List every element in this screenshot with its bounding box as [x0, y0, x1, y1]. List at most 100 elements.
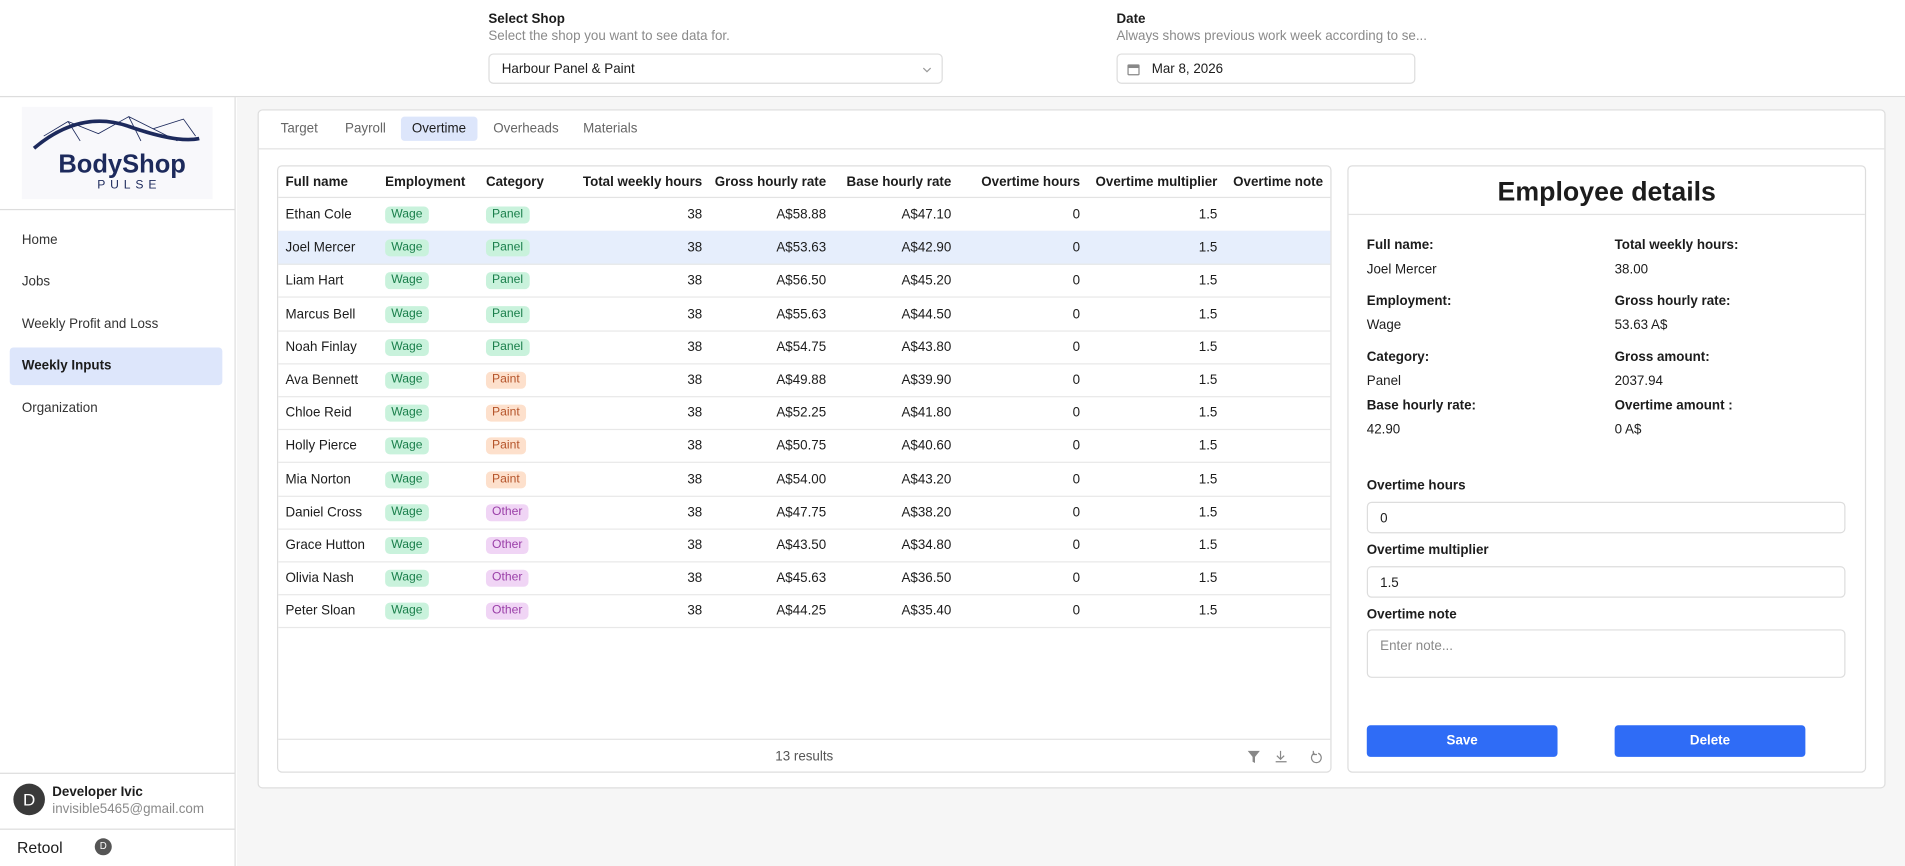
- column-header: Overtime note: [1233, 174, 1324, 190]
- shop-value: Harbour Panel & Paint: [501, 61, 635, 77]
- badge-text: Paint: [485, 470, 526, 488]
- cell: 38: [687, 505, 703, 520]
- badge: Other: [485, 536, 529, 555]
- cell: 1.5: [1198, 472, 1218, 487]
- column-header: Gross hourly rate: [714, 174, 827, 190]
- badge-text: Wage: [385, 338, 429, 356]
- user-badge: D: [94, 838, 112, 856]
- cell: 38: [687, 240, 703, 256]
- input-value: 1.5: [1380, 575, 1399, 591]
- cell: 1.5: [1198, 273, 1218, 289]
- cell: 1.5: [1198, 406, 1218, 421]
- table-row[interactable]: Liam Hart Wage Panel 38 A$56.50 A$45.20 0 1.5: [278, 264, 1331, 299]
- badge-text: Paint: [485, 371, 526, 389]
- nav-item[interactable]: Home: [21, 233, 58, 248]
- cell: A$58.88: [776, 207, 827, 223]
- table-row[interactable]: Joel Mercer Wage Panel 38 A$53.63 A$42.90 0 1.5: [278, 231, 1331, 266]
- shop-hint: Select the shop you want to see data for…: [488, 29, 730, 44]
- save-button[interactable]: Save: [1366, 725, 1558, 757]
- cell: A$53.63: [776, 240, 827, 256]
- cell: 1.5: [1198, 372, 1218, 388]
- cell: 38: [687, 472, 703, 487]
- table-row[interactable]: Olivia Nash Wage Other 38 A$45.63 A$36.50 0 1.5: [278, 562, 1331, 596]
- cell: 38: [687, 406, 703, 421]
- tab-active: [400, 116, 478, 141]
- overtime-hours-input[interactable]: 0: [1366, 501, 1846, 534]
- tab[interactable]: Materials: [583, 121, 638, 137]
- delete-button[interactable]: Delete: [1614, 725, 1806, 757]
- column-header: Base hourly rate: [846, 174, 952, 190]
- toolbar-icons[interactable]: [1245, 748, 1330, 765]
- sidebar: [0, 97, 236, 866]
- nav-item[interactable]: Organization: [21, 400, 98, 416]
- shop-select[interactable]: Harbour Panel & Paint: [488, 53, 943, 84]
- shop-label: Select Shop: [488, 12, 565, 27]
- table-row[interactable]: Ava Bennett Wage Paint 38 A$49.88 A$39.90 0 1.5: [278, 363, 1331, 398]
- cell: 38: [687, 207, 703, 223]
- badge: Wage: [385, 536, 429, 555]
- tab[interactable]: Target: [280, 121, 318, 137]
- cell: A$50.75: [776, 439, 827, 454]
- table-row[interactable]: Daniel Cross Wage Other 38 A$47.75 A$38.20 0 1.…: [278, 495, 1331, 530]
- table-row[interactable]: Mia Norton Wage Paint 38 A$54.00 A$43.20 0 1.5: [278, 462, 1331, 497]
- table-row[interactable]: Noah Finlay Wage Panel 38 A$54.75 A$43.80 0 1.5: [278, 330, 1331, 365]
- cell: Marcus Bell: [285, 306, 356, 322]
- multiplier-input[interactable]: 1.5: [1366, 566, 1846, 598]
- table-row[interactable]: Chloe Reid Wage Paint 38 A$52.25 A$41.80 0 1.5: [278, 396, 1331, 431]
- date-input[interactable]: Mar 8, 2026: [1116, 53, 1416, 84]
- cell: 38: [687, 604, 703, 619]
- tab[interactable]: Payroll: [345, 121, 386, 137]
- cell: 0: [1072, 406, 1081, 421]
- badge-text: Wage: [385, 470, 429, 488]
- badge-text: Paint: [485, 437, 526, 455]
- tab-divider: [258, 148, 1885, 150]
- details-panel: Employee details Overtime hours 0 Overti…: [1347, 165, 1867, 773]
- cell: 38: [687, 273, 703, 289]
- cell: A$43.50: [776, 538, 827, 553]
- badge: Wage: [385, 272, 429, 290]
- tab[interactable]: Overheads: [493, 121, 559, 137]
- divider: [1348, 213, 1865, 216]
- field-value: 0 A$: [1614, 422, 1642, 438]
- tab[interactable]: Overtime: [411, 121, 467, 137]
- cell: 1.5: [1198, 571, 1218, 586]
- cell: 38: [687, 439, 703, 454]
- cell: Liam Hart: [285, 273, 344, 289]
- field-label: Gross amount:: [1614, 349, 1710, 365]
- table-row[interactable]: Ethan Cole Wage Panel 38 A$58.88 A$47.10 0 1.5: [278, 198, 1331, 233]
- field-label: Category:: [1366, 349, 1430, 365]
- input-value: 0: [1380, 511, 1388, 527]
- cell: A$47.10: [901, 207, 952, 223]
- badge: Paint: [485, 371, 526, 389]
- badge: Other: [485, 503, 529, 521]
- badge: Panel: [485, 206, 530, 224]
- cell: 0: [1072, 472, 1081, 487]
- badge: Panel: [485, 338, 530, 356]
- table-row[interactable]: Marcus Bell Wage Panel 38 A$55.63 A$44.50 0 1.5: [278, 297, 1331, 332]
- brand: Retool: [17, 838, 63, 857]
- cell: 1.5: [1198, 604, 1218, 619]
- field-label: Employment:: [1366, 294, 1452, 309]
- cell: 0: [1072, 571, 1081, 586]
- column-header: Overtime hours: [981, 174, 1081, 190]
- table-row[interactable]: Peter Sloan Wage Other 38 A$44.25 A$35.40 0 1.5: [278, 595, 1331, 629]
- nav-item[interactable]: Weekly Profit and Loss: [21, 317, 159, 332]
- note-input[interactable]: Enter note...: [1366, 629, 1846, 678]
- table-row[interactable]: Holly Pierce Wage Paint 38 A$50.75 A$40.60 0 1.…: [278, 429, 1331, 464]
- cell: Mia Norton: [285, 472, 351, 487]
- nav-item[interactable]: Jobs: [21, 274, 51, 290]
- cell: 0: [1072, 273, 1081, 289]
- date-hint: Always shows previous work week accordin…: [1116, 29, 1427, 44]
- field-label: Overtime multiplier: [1366, 543, 1489, 558]
- table-row[interactable]: Grace Hutton Wage Other 38 A$43.50 A$34.80 0 1.…: [278, 528, 1331, 563]
- date-value: Mar 8, 2026: [1151, 61, 1224, 77]
- badge-text: Wage: [385, 570, 429, 588]
- cell: 1.5: [1198, 439, 1218, 454]
- cell: A$42.90: [901, 240, 952, 256]
- badge: Wage: [385, 437, 429, 455]
- column-header: Full name: [285, 174, 348, 190]
- badge: Paint: [485, 437, 526, 455]
- nav-item[interactable]: Weekly Inputs: [21, 358, 112, 373]
- cell: A$35.40: [901, 604, 952, 619]
